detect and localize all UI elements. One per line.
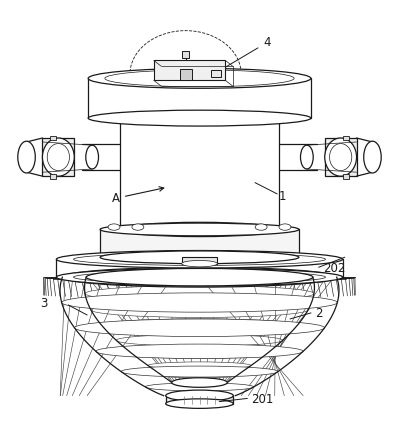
Bar — [100, 229, 299, 257]
Ellipse shape — [255, 224, 267, 230]
Bar — [88, 78, 311, 118]
Ellipse shape — [102, 319, 297, 332]
Ellipse shape — [300, 145, 313, 169]
Ellipse shape — [73, 253, 326, 265]
Ellipse shape — [132, 224, 144, 230]
Ellipse shape — [62, 267, 337, 287]
Ellipse shape — [364, 141, 381, 173]
Text: 201: 201 — [251, 393, 274, 406]
Bar — [182, 257, 217, 264]
Ellipse shape — [121, 366, 278, 377]
Ellipse shape — [47, 144, 69, 171]
Bar — [120, 118, 279, 229]
Ellipse shape — [172, 378, 227, 387]
Ellipse shape — [56, 251, 343, 268]
Ellipse shape — [279, 224, 291, 230]
Bar — [180, 70, 192, 80]
Ellipse shape — [132, 349, 267, 358]
Ellipse shape — [162, 373, 237, 378]
Ellipse shape — [148, 362, 251, 369]
Ellipse shape — [182, 260, 217, 267]
Ellipse shape — [145, 383, 254, 391]
Bar — [49, 136, 56, 140]
Ellipse shape — [100, 223, 299, 236]
Ellipse shape — [73, 271, 326, 283]
Ellipse shape — [18, 141, 35, 173]
Text: 202: 202 — [323, 262, 345, 275]
Ellipse shape — [100, 251, 299, 264]
Text: 1: 1 — [279, 190, 286, 202]
Bar — [325, 138, 357, 176]
Ellipse shape — [96, 344, 303, 358]
Ellipse shape — [325, 138, 357, 176]
Ellipse shape — [56, 268, 343, 286]
Ellipse shape — [75, 319, 324, 337]
Ellipse shape — [85, 286, 314, 302]
Bar — [166, 396, 233, 404]
Bar — [42, 138, 74, 176]
Ellipse shape — [42, 138, 74, 176]
Bar — [343, 136, 350, 140]
Ellipse shape — [330, 144, 352, 171]
Ellipse shape — [108, 224, 120, 230]
Ellipse shape — [91, 302, 308, 318]
Ellipse shape — [88, 68, 311, 88]
Bar — [343, 174, 350, 179]
Ellipse shape — [166, 390, 233, 401]
Ellipse shape — [105, 70, 294, 87]
Ellipse shape — [88, 110, 311, 126]
Bar — [211, 70, 221, 77]
Bar — [154, 60, 225, 80]
Ellipse shape — [120, 111, 279, 125]
Ellipse shape — [166, 399, 233, 408]
Text: 4: 4 — [226, 36, 271, 67]
Ellipse shape — [86, 145, 99, 169]
Text: 2: 2 — [315, 307, 322, 320]
Ellipse shape — [120, 222, 279, 237]
Ellipse shape — [116, 334, 283, 346]
Ellipse shape — [86, 268, 313, 286]
Bar — [182, 51, 189, 58]
Bar — [49, 174, 56, 179]
Text: A: A — [112, 187, 164, 205]
Ellipse shape — [62, 293, 337, 312]
Text: 3: 3 — [40, 296, 48, 310]
